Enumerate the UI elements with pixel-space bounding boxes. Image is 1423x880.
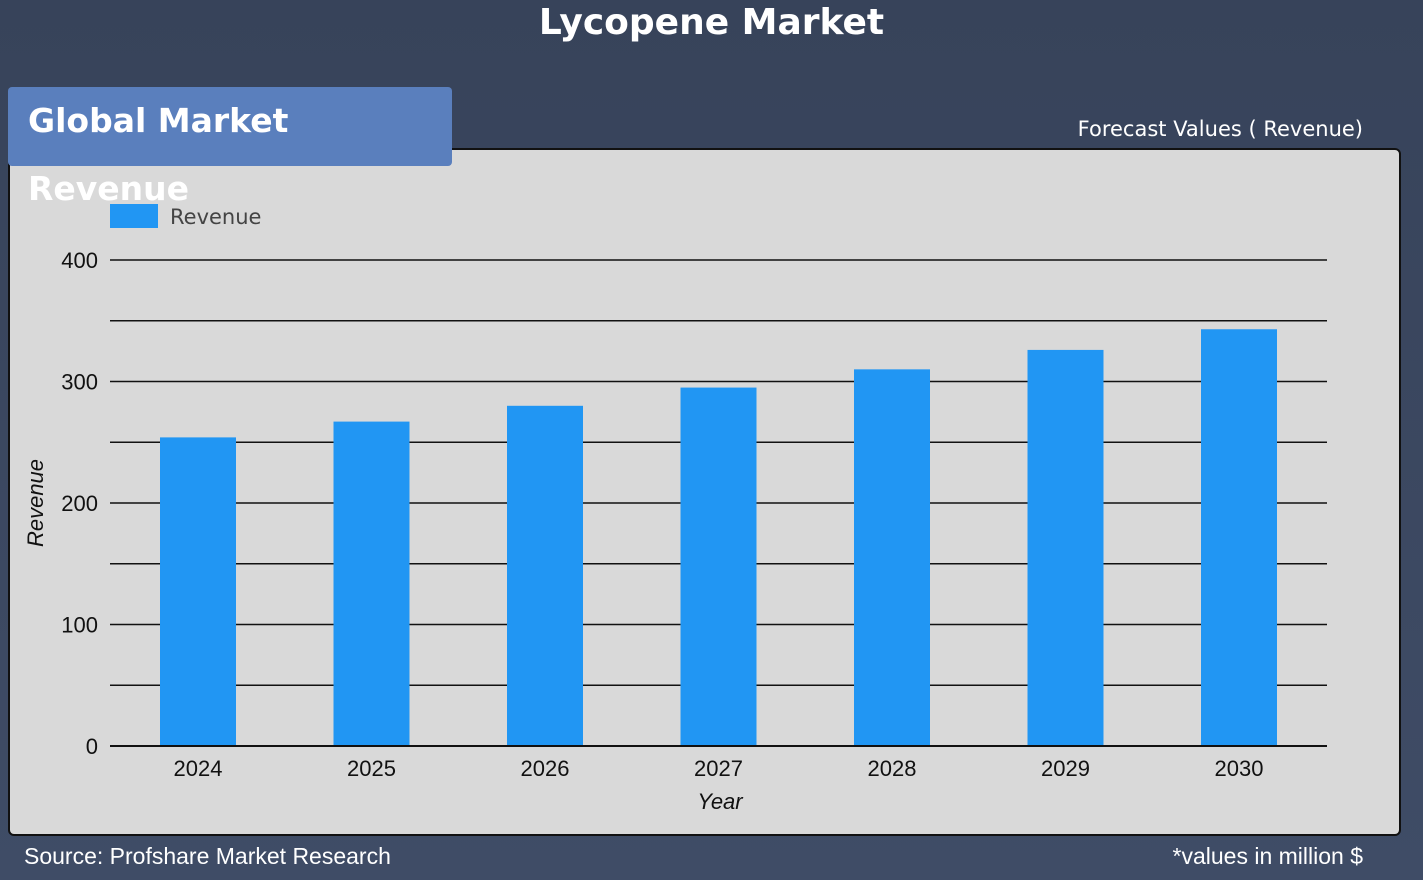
source-label: Source: Profshare Market Research — [24, 843, 391, 869]
panel-title-box: Global Market Revenue — [8, 87, 452, 208]
y-tick-label: 300 — [61, 370, 98, 395]
x-tick-label: 2030 — [1215, 756, 1264, 781]
bar — [1027, 349, 1104, 746]
legend: Revenue — [110, 204, 261, 229]
y-tick-label: 400 — [61, 248, 98, 273]
x-tick-label: 2026 — [521, 756, 570, 781]
x-axis-title: Year — [697, 789, 744, 814]
units-label: *values in million $ — [1172, 843, 1363, 869]
x-tick-label: 2024 — [174, 756, 223, 781]
x-tick-label: 2029 — [1041, 756, 1090, 781]
x-tick-label: 2027 — [694, 756, 743, 781]
revenue-bar-chart: 0 100 200 300 400 2024 2025 2026 2027 2028 2029 203… — [23, 204, 1327, 814]
axis-layer: 0 100 200 300 400 2024 2025 2026 2027 2028 2029 203… — [61, 248, 1327, 781]
x-tick-label: 2025 — [347, 756, 396, 781]
legend-swatch — [110, 204, 158, 228]
bar — [854, 369, 930, 746]
y-axis-title: Revenue — [23, 459, 48, 547]
y-tick-label: 100 — [61, 613, 98, 638]
forecast-label: Forecast Values ( Revenue) — [1077, 117, 1363, 141]
page-title: Lycopene Market — [538, 2, 885, 43]
chart-panel: 0 100 200 300 400 2024 2025 2026 2027 2028 2029 203… — [8, 148, 1401, 836]
panel-title: Global Market Revenue — [28, 101, 289, 208]
bar — [1201, 329, 1277, 746]
bar — [333, 421, 410, 746]
x-tick-label: 2028 — [868, 756, 917, 781]
y-tick-label: 0 — [86, 734, 98, 759]
legend-label: Revenue — [170, 205, 261, 229]
bar — [507, 405, 583, 746]
bar — [680, 387, 757, 746]
bar — [160, 437, 236, 746]
y-tick-label: 200 — [61, 491, 98, 516]
bar-layer — [160, 329, 1277, 746]
